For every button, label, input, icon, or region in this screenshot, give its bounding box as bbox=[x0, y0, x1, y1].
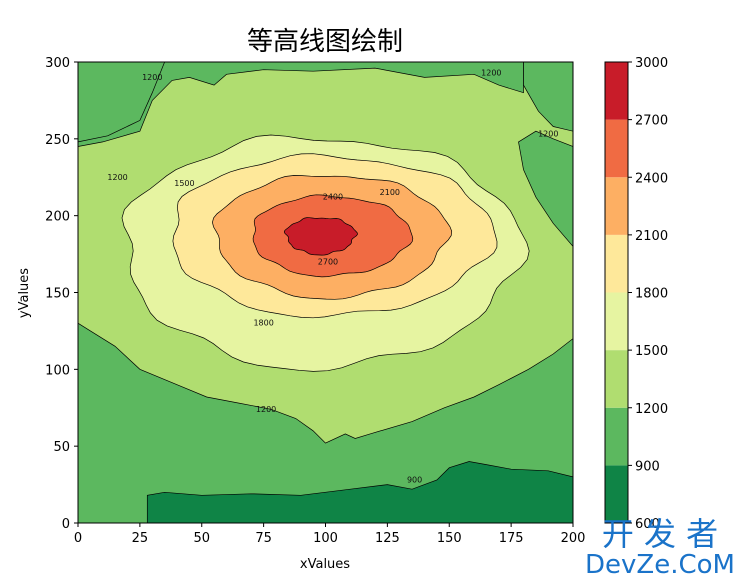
chart-title: 等高线图绘制 bbox=[247, 27, 403, 57]
colorbar-tick-label: 600 bbox=[635, 517, 660, 532]
contour-label: 900 bbox=[407, 475, 422, 484]
pocket-top-left bbox=[78, 62, 165, 143]
colorbar-segment bbox=[605, 465, 628, 523]
y-tick-label: 50 bbox=[53, 440, 70, 455]
x-tick-label: 0 bbox=[74, 531, 82, 546]
band-600-900 bbox=[146, 461, 573, 523]
contour-label: 2100 bbox=[380, 188, 400, 197]
y-tick-label: 200 bbox=[45, 210, 70, 225]
contour-label: 1200 bbox=[538, 130, 558, 139]
colorbar-tick-label: 1200 bbox=[635, 402, 668, 417]
colorbar-segment bbox=[605, 234, 628, 293]
colorbar-tick-label: 1800 bbox=[635, 287, 668, 302]
colorbar-tick-label: 2700 bbox=[635, 114, 668, 129]
x-tick-label: 75 bbox=[255, 531, 272, 546]
y-tick-label: 100 bbox=[45, 363, 70, 378]
x-axis-label: xValues bbox=[300, 557, 350, 572]
y-axis: 0 50 100 150 200 250 300 bbox=[45, 56, 78, 532]
y-tick-label: 150 bbox=[45, 287, 70, 302]
contour-label: 1500 bbox=[174, 179, 194, 188]
pocket-top-right bbox=[523, 62, 573, 132]
contour-label: 1200 bbox=[107, 173, 127, 182]
watermark: 开 发 者 DevZe.CoM bbox=[585, 515, 735, 580]
contour-label: 1800 bbox=[253, 319, 273, 328]
contour-label: 2400 bbox=[323, 193, 343, 202]
contour-label: 1200 bbox=[481, 68, 501, 77]
x-tick-label: 150 bbox=[437, 531, 462, 546]
colorbar-segment bbox=[605, 62, 628, 120]
watermark-cn: 开 发 者 bbox=[602, 515, 718, 553]
x-tick-label: 200 bbox=[561, 531, 586, 546]
contour-label: 2700 bbox=[318, 257, 338, 266]
y-tick-label: 250 bbox=[45, 133, 70, 148]
x-tick-label: 100 bbox=[313, 531, 338, 546]
colorbar-tick-label: 3000 bbox=[635, 56, 668, 71]
y-tick-label: 0 bbox=[62, 517, 70, 532]
colorbar-tick-label: 2400 bbox=[635, 171, 668, 186]
colorbar-tick-label: 1500 bbox=[635, 344, 668, 359]
y-axis-label: yValues bbox=[17, 268, 32, 318]
colorbar-segment bbox=[605, 119, 628, 178]
contour-label: 1200 bbox=[256, 405, 276, 414]
watermark-en: DevZe.CoM bbox=[585, 550, 735, 580]
y-tick-label: 300 bbox=[45, 56, 70, 71]
colorbar-segment bbox=[605, 292, 628, 351]
band-2700-3000 bbox=[283, 217, 358, 256]
x-tick-label: 50 bbox=[193, 531, 210, 546]
contour-plot-area bbox=[78, 62, 573, 523]
colorbar-segment bbox=[605, 177, 628, 235]
x-axis: 0 25 50 75 100 125 150 175 200 bbox=[74, 523, 586, 546]
contour-labels: 1200 1200 1200 1200 1200 1500 1800 2100 2400 2700… bbox=[107, 68, 558, 484]
colorbar-segment bbox=[605, 350, 628, 408]
x-tick-label: 175 bbox=[499, 531, 524, 546]
x-tick-label: 25 bbox=[132, 531, 149, 546]
colorbar-segment bbox=[605, 407, 628, 466]
x-tick-label: 125 bbox=[375, 531, 400, 546]
colorbar-tick-label: 2100 bbox=[635, 229, 668, 244]
colorbar-tick-label: 900 bbox=[635, 459, 660, 474]
contour-label: 1200 bbox=[142, 73, 162, 82]
colorbar: 600 900 1200 1500 1800 2100 2400 2700 3000 bbox=[604, 56, 668, 532]
